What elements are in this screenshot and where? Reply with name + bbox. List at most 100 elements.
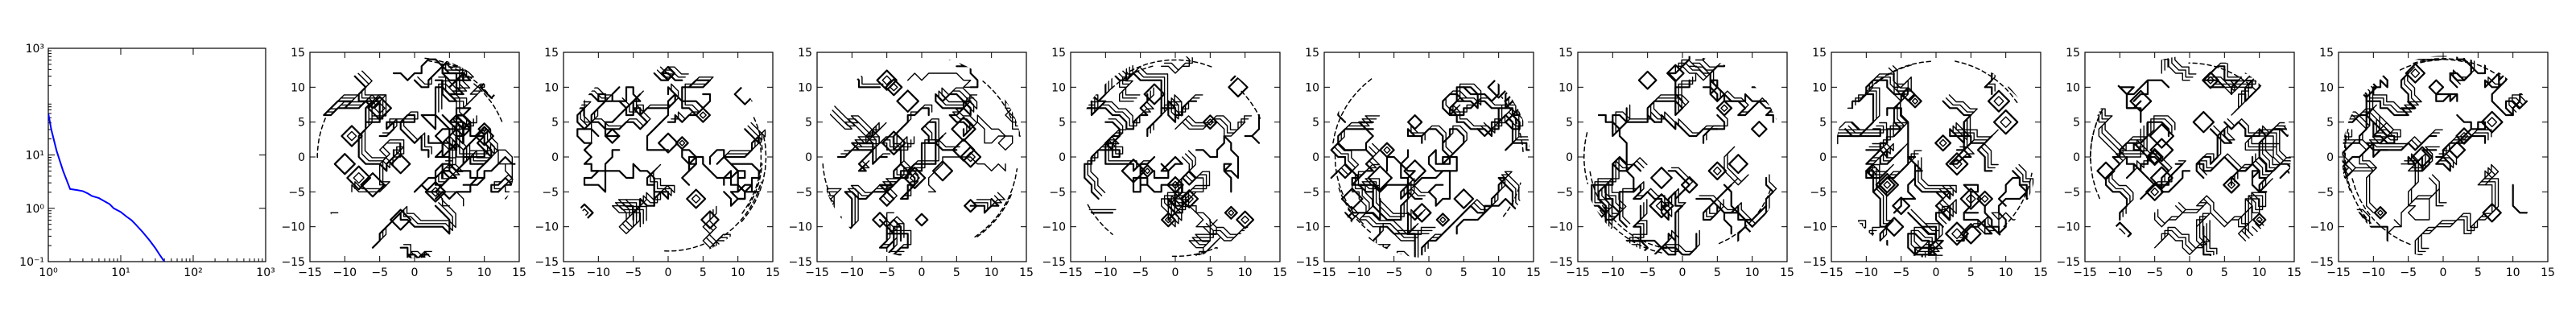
y-tick-label: 5 [298, 117, 305, 130]
contour-line [1727, 146, 1749, 183]
contour-ring [960, 146, 982, 168]
x-tick-label: 0 [1679, 266, 1686, 279]
contour-ring [700, 210, 720, 229]
contour-line [1699, 174, 1777, 225]
contour-line [2164, 56, 2194, 78]
contour-line [969, 197, 1000, 214]
y-tick-label: 10¹ [26, 150, 44, 163]
contour-ring [1680, 175, 1699, 194]
x-tick-label: −5 [371, 266, 388, 279]
y-tick-label: 10 [544, 81, 559, 94]
contour-line [2206, 223, 2215, 258]
contour-panel-4: −15 −10 −5 0 5 10 15 15 10 5 0 −5 −10 −15 [1042, 47, 1286, 279]
y-tick-label: 10³ [26, 43, 44, 56]
contour-ring [1202, 114, 1218, 130]
contour-ring [1236, 210, 1255, 229]
contour-dashed [664, 243, 704, 252]
contour-line [976, 114, 1013, 151]
contour-ring [909, 172, 920, 184]
x-tick-label: −15 [805, 266, 829, 279]
y-tick-label: 5 [1059, 117, 1066, 130]
contour-ring [1144, 167, 1151, 175]
contour-dashed [421, 57, 464, 72]
contour-line [438, 56, 474, 113]
plot-frame [47, 47, 266, 262]
contour-line [948, 56, 979, 89]
contour-line [1351, 149, 1374, 186]
x-tick-label: 10¹ [111, 266, 130, 279]
x-tick-label: 5 [953, 266, 960, 279]
contour-line [382, 111, 432, 155]
contour-ring [1637, 70, 1657, 90]
contour-ring [1184, 194, 1194, 204]
contour-lines [1327, 69, 1530, 258]
contour-line [671, 76, 714, 120]
contour-ring [1367, 165, 1393, 191]
contour-ring [1908, 93, 1922, 109]
contour-ring [2096, 161, 2116, 180]
contour-ring [353, 171, 365, 184]
contour-ring [2377, 209, 2384, 217]
contour-dashed [2419, 59, 2471, 64]
x-tick-label: −15 [298, 266, 322, 279]
x-tick-label: −5 [878, 266, 895, 279]
contour-line [1160, 100, 1198, 123]
contour-ring [1379, 142, 1395, 159]
contour-ring [903, 167, 927, 189]
contour-ring [2150, 187, 2160, 196]
contour-line [329, 56, 387, 109]
contour-line [1459, 97, 1524, 134]
contour-ring [1728, 154, 1748, 175]
y-tick-label: 10 [1051, 81, 1066, 94]
y-tick-label: 15 [2066, 47, 2080, 60]
contour-line [976, 192, 1005, 208]
x-tick-label: 15 [2287, 266, 2301, 279]
y-tick-label: −10 [1295, 221, 1319, 234]
contour-dashed [1332, 78, 1373, 144]
contour-dashed [2344, 145, 2372, 225]
contour-line [2160, 213, 2211, 250]
x-tick-label: −5 [1385, 266, 1402, 279]
x-tick-label: 10 [1999, 266, 2013, 279]
y-tick-label: 15 [291, 47, 305, 60]
contour-ring [1435, 213, 1450, 227]
contour-line [1344, 197, 1381, 221]
contour-line [2421, 163, 2500, 250]
y-tick-label: −15 [1549, 256, 1573, 269]
contour-line [935, 93, 972, 138]
contour-line [1181, 115, 1253, 130]
contour-ring [2227, 180, 2236, 189]
contour-line [434, 121, 472, 186]
contour-line [882, 118, 947, 204]
contour-line [722, 122, 766, 159]
contour-line [907, 72, 978, 88]
contour-line [2119, 79, 2170, 109]
contour-line [896, 229, 912, 253]
contour-line [435, 191, 464, 207]
contour-line [1670, 167, 1700, 253]
contour-dashed [1502, 182, 1521, 217]
contour-ring [1960, 223, 1982, 245]
x-tick-label: −10 [2108, 266, 2132, 279]
y-tick-label: −15 [1042, 256, 1066, 269]
contour-line [1913, 163, 1951, 228]
contour-line [1090, 129, 1127, 193]
contour-line [2202, 225, 2212, 258]
contour-line [612, 205, 641, 234]
contour-ring [2256, 216, 2263, 224]
contour-dashed [718, 181, 762, 240]
contour-ring [1901, 86, 1916, 102]
contour-line [1724, 149, 1746, 186]
y-tick-label: 5 [2073, 117, 2080, 130]
x-tick-label: 10⁰ [39, 266, 58, 279]
x-tick-label: −10 [840, 266, 865, 279]
contour-line [667, 79, 712, 123]
y-tick-label: −15 [2310, 256, 2334, 269]
contour-dashed [1108, 65, 1154, 92]
contour-panel-7: −15 −10 −5 0 5 10 15 15 10 5 0 −5 −10 −15 [1802, 47, 2047, 279]
contour-line [1132, 155, 1183, 207]
contour-ring [341, 125, 363, 147]
contour-ring [1439, 216, 1447, 224]
contour-ring [2411, 146, 2434, 168]
contour-ring [2192, 110, 2215, 134]
